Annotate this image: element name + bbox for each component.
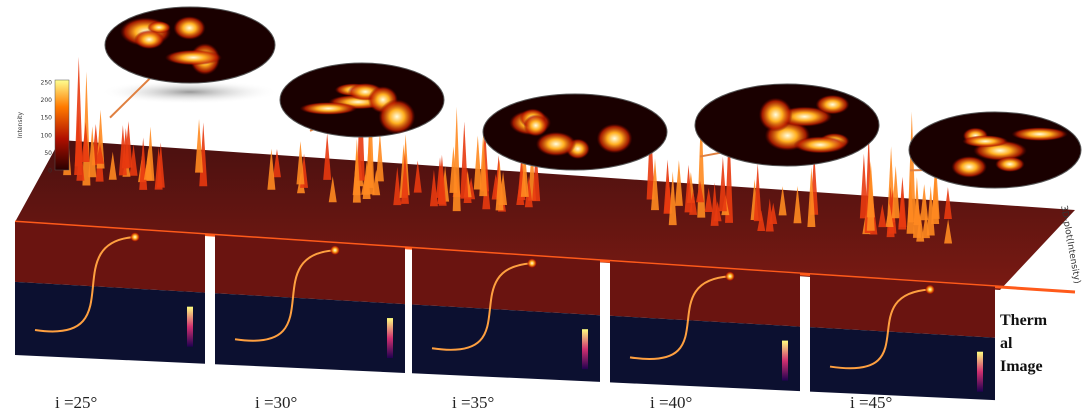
peak (460, 122, 468, 199)
hotspot (725, 271, 735, 281)
thermal-colorbar (387, 318, 393, 358)
zoom-blob (962, 135, 1008, 147)
peak (908, 112, 916, 223)
panel-lower (215, 293, 405, 373)
colorbar-tick: 50 (44, 150, 52, 157)
colorbar-tick: 100 (41, 132, 53, 139)
zoom-blob (524, 115, 548, 137)
angle-label: i =35° (452, 393, 494, 412)
colorbar-tick: 250 (41, 80, 53, 87)
thermal-colorbar (782, 341, 788, 381)
hotspot (527, 258, 537, 268)
zoom-blob (759, 98, 793, 132)
colorbar-label: Intensity (17, 111, 24, 138)
zoom-blob (951, 156, 987, 178)
angle-label: i =25° (55, 393, 97, 412)
side-label: 3D-plot(Intensity) (1058, 205, 1082, 285)
thermal-colorbar (582, 329, 588, 369)
zoom-blob (995, 156, 1025, 171)
angle-label: i =40° (650, 393, 692, 412)
zoom-blob (794, 136, 847, 153)
zoom-blob (300, 102, 357, 115)
angle-label: i =45° (850, 393, 892, 412)
peak (376, 133, 384, 182)
zoom-blob (536, 132, 576, 156)
hotspot (130, 232, 140, 242)
peak (75, 57, 83, 167)
colorbar-tick: 200 (41, 97, 53, 104)
zoom-blob (1012, 127, 1068, 141)
thermal-label: Image (1000, 358, 1043, 375)
zoom-blob (173, 16, 205, 40)
thermal-label: Therm (1000, 312, 1048, 329)
angle-label: i =30° (255, 393, 297, 412)
thermal-colorbar (187, 307, 193, 347)
zoom-blob (378, 99, 415, 134)
zoom-blob (165, 50, 222, 65)
colorbar-tick: 0 (48, 168, 52, 175)
peak (719, 157, 727, 211)
panel-lower (610, 316, 800, 391)
zoom-blob (816, 95, 850, 115)
figure: Intensity 3D-plot(Intensity) Therm al Im… (0, 0, 1083, 419)
hotspot (925, 284, 935, 294)
hotspot (330, 245, 340, 255)
panel-lower (412, 304, 600, 381)
peak (323, 133, 331, 180)
colorbar (55, 80, 69, 170)
thermal-colorbar (977, 352, 983, 392)
thermal-label: al (1000, 335, 1013, 352)
zoom-blob (597, 124, 633, 154)
panel-lower (810, 327, 995, 400)
panel-lower (15, 282, 205, 364)
colorbar-tick: 150 (41, 115, 53, 122)
zoom-blob (134, 30, 164, 49)
